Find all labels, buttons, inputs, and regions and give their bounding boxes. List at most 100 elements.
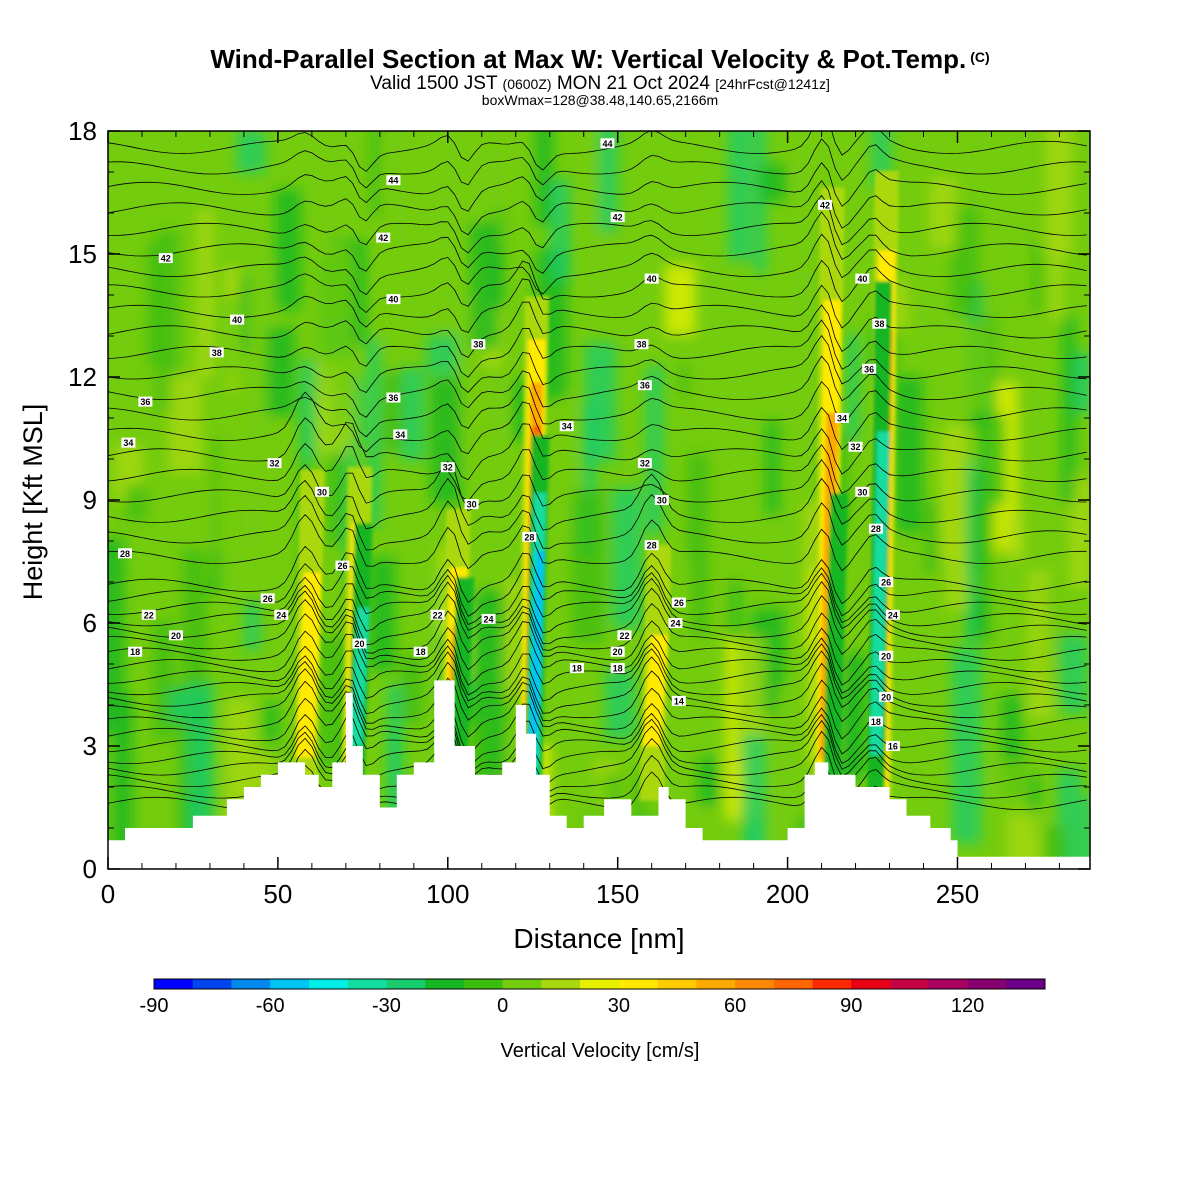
field-patch <box>330 385 342 546</box>
theta-label-text: 38 <box>212 348 222 358</box>
theta-label-text: 26 <box>674 598 684 608</box>
theta-contour <box>108 642 1087 696</box>
theta-label-text: 36 <box>388 393 398 403</box>
copyright-tag: (C) <box>970 49 990 65</box>
theta-label-text: 30 <box>317 487 327 497</box>
theta-label-text: 26 <box>263 594 273 604</box>
theta-label-bg <box>522 531 537 542</box>
field-patch <box>535 131 554 226</box>
colorbar-swatch <box>967 979 1007 989</box>
colorbar-swatch <box>735 979 775 989</box>
y-tick-label: 6 <box>83 608 97 638</box>
x-tick-label: 200 <box>766 879 809 909</box>
theta-contour <box>108 572 1087 626</box>
theta-label-bg <box>352 638 367 649</box>
theta-label-bg <box>386 175 401 186</box>
theta-label: 22 <box>141 609 156 620</box>
field-patch <box>598 131 618 233</box>
theta-label: 34 <box>121 437 136 448</box>
theta-label-text: 26 <box>337 561 347 571</box>
theta-contours <box>108 131 1087 824</box>
colorbar-tick-label: 120 <box>951 995 984 1017</box>
theta-label-bg <box>637 458 652 469</box>
colorbar-tick-label: 30 <box>608 995 630 1017</box>
field-patch <box>1006 513 1026 561</box>
colorbar-swatch <box>1006 979 1046 989</box>
field-patch <box>470 222 499 349</box>
theta-label-bg <box>654 495 669 505</box>
field-patch <box>241 276 249 352</box>
theta-label: 20 <box>610 646 625 657</box>
theta-contour <box>108 380 1087 438</box>
field-patch <box>604 669 636 739</box>
field-patch <box>167 687 189 723</box>
field-patch <box>108 538 125 734</box>
field-patch <box>1062 315 1076 504</box>
theta-label-bg <box>386 392 401 403</box>
theta-label-bg <box>879 577 894 587</box>
theta-label-text: 28 <box>871 524 881 534</box>
theta-label: 26 <box>671 597 686 608</box>
colorbar-frame <box>153 978 1046 990</box>
field-patch <box>846 333 860 441</box>
theta-label-bg <box>668 618 683 628</box>
theta-contour <box>108 180 1087 236</box>
theta-label: 34 <box>834 413 849 424</box>
theta-label-bg <box>260 593 275 604</box>
theta-label-bg <box>141 609 156 620</box>
updraft-band <box>296 572 322 758</box>
field-patch <box>679 364 689 398</box>
theta-label-bg <box>879 650 894 661</box>
theta-label-bg <box>440 462 455 473</box>
theta-label: 26 <box>879 577 894 588</box>
colorbar-swatch <box>928 979 968 989</box>
y-tick-label: 0 <box>83 854 97 884</box>
field-patch <box>223 295 257 374</box>
theta-label: 20 <box>879 650 894 661</box>
theta-contour <box>108 194 1087 254</box>
theta-label-text: 40 <box>388 295 398 305</box>
theta-label: 30 <box>855 486 870 497</box>
theta-contour <box>108 355 1087 418</box>
theta-label-text: 36 <box>140 397 150 407</box>
theta-label-bg <box>386 294 401 305</box>
theta-contour <box>108 301 1087 359</box>
theta-label-text: 16 <box>888 742 898 752</box>
theta-label-text: 32 <box>269 459 279 469</box>
y-tick-label: 15 <box>68 239 97 269</box>
chart-subtitle: Valid 1500 JST (0600Z) MON 21 Oct 2024 [… <box>0 74 1200 94</box>
colorbar-swatch <box>696 979 736 989</box>
colorbar-tick-label: -30 <box>372 995 401 1017</box>
theta-label-bg <box>671 695 686 706</box>
theta-label: 40 <box>855 273 870 284</box>
theta-label-bg <box>885 609 900 620</box>
theta-contour <box>108 319 1087 378</box>
theta-label-bg <box>610 663 625 674</box>
field-patch <box>550 179 571 281</box>
field-patch <box>584 342 617 463</box>
colorbar-swatch <box>154 979 194 989</box>
theta-label-bg <box>117 548 132 559</box>
field-patch <box>243 485 265 549</box>
theta-label-text: 36 <box>864 364 874 374</box>
theta-contour <box>108 335 1087 393</box>
theta-label-text: 32 <box>443 463 453 473</box>
theta-contour <box>108 648 1087 702</box>
field-patch <box>725 639 739 821</box>
colorbar-swatch <box>231 979 271 989</box>
field-patch <box>390 131 400 211</box>
theta-label: 34 <box>559 421 574 432</box>
field-patch <box>368 557 396 672</box>
theta-label-bg <box>600 138 615 149</box>
downdraft-band <box>822 493 849 782</box>
field-patch <box>168 374 202 474</box>
theta-label: 26 <box>260 593 275 604</box>
theta-label-bg <box>644 540 659 551</box>
field-patch <box>211 437 219 595</box>
theta-label: 42 <box>817 199 832 210</box>
theta-contour <box>108 233 1087 296</box>
theta-label-text: 26 <box>881 578 891 588</box>
field-patch <box>698 757 718 806</box>
colorbar-swatch <box>851 979 891 989</box>
